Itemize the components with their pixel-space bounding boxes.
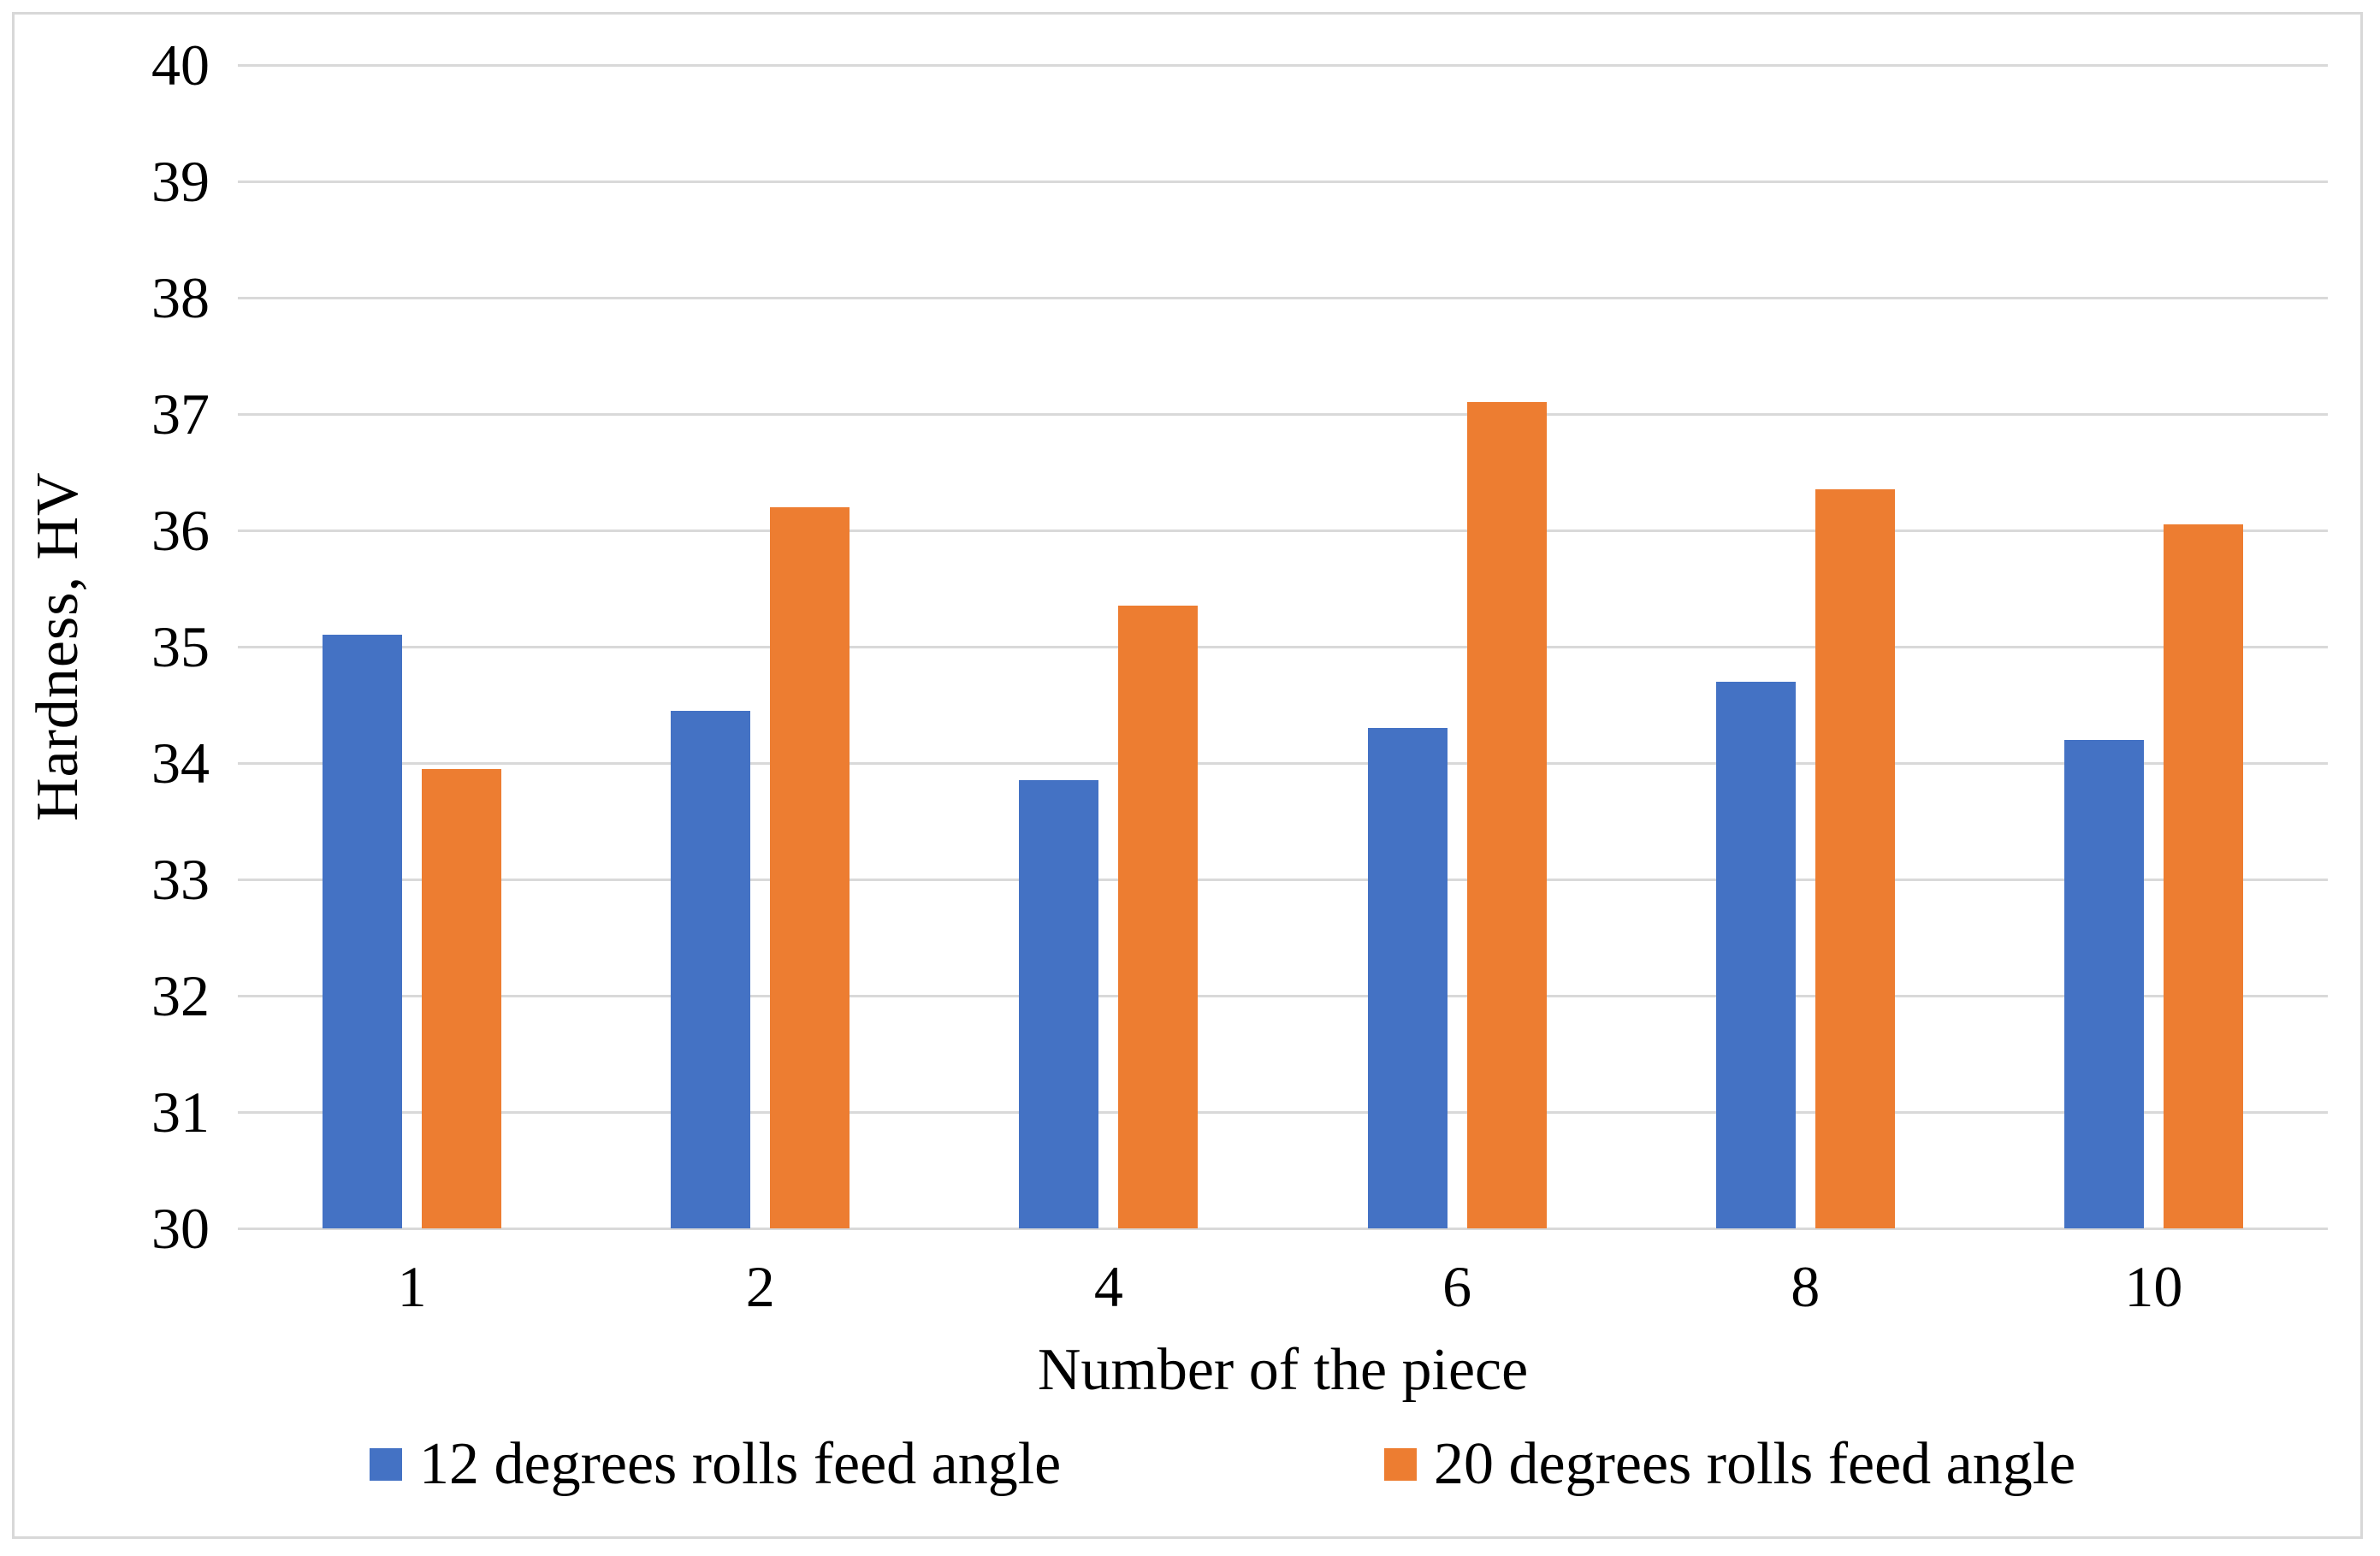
bar-series2-piece1	[422, 768, 502, 1228]
legend-item-12-degrees: 12 degrees rolls feed angle	[370, 1432, 1061, 1497]
x-tick-label-2: 2	[745, 1254, 775, 1319]
x-tick-label-10: 10	[2124, 1254, 2183, 1319]
legend-marker-20-degrees-icon	[1384, 1448, 1417, 1481]
x-tick-label-1: 1	[397, 1254, 427, 1319]
x-tick-label-8: 8	[1791, 1254, 1821, 1319]
bar-series1-piece1	[323, 635, 403, 1228]
y-tick-label-39: 39	[151, 149, 210, 214]
legend-marker-12-degrees-icon	[370, 1448, 402, 1481]
x-axis-title: Number of the piece	[1037, 1337, 1529, 1403]
legend-label-20-degrees: 20 degrees rolls feed angle	[1434, 1431, 2076, 1497]
gridline-31	[238, 1111, 2328, 1114]
bar-series2-piece6	[1466, 402, 1547, 1228]
legend-item-20-degrees: 20 degrees rolls feed angle	[1384, 1432, 2075, 1497]
gridline-34	[238, 762, 2328, 765]
y-tick-label-33: 33	[151, 847, 210, 912]
bar-series2-piece8	[1815, 489, 1895, 1228]
y-tick-label-38: 38	[151, 265, 210, 330]
bar-series2-piece2	[770, 506, 850, 1228]
y-tick-label-32: 32	[151, 963, 210, 1028]
gridline-35	[238, 646, 2328, 648]
gridline-37	[238, 413, 2328, 416]
y-tick-label-40: 40	[151, 33, 210, 98]
x-tick-label-4: 4	[1093, 1254, 1123, 1319]
y-tick-label-34: 34	[151, 731, 210, 796]
y-tick-label-30: 30	[151, 1196, 210, 1261]
y-tick-label-37: 37	[151, 382, 210, 447]
plot-area	[238, 64, 2328, 1230]
bar-series1-piece10	[2063, 739, 2144, 1228]
gridline-39	[238, 180, 2328, 183]
bar-series1-piece8	[1715, 681, 1796, 1228]
bar-series2-piece4	[1118, 606, 1199, 1228]
bar-series1-piece4	[1019, 780, 1099, 1228]
gridline-40	[238, 64, 2328, 67]
legend-label-12-degrees: 12 degrees rolls feed angle	[419, 1431, 1062, 1497]
bar-series2-piece10	[2163, 524, 2243, 1228]
bar-series1-piece6	[1367, 728, 1448, 1228]
y-tick-label-35: 35	[151, 614, 210, 679]
x-tick-label-6: 6	[1442, 1254, 1472, 1319]
y-tick-label-31: 31	[151, 1080, 210, 1145]
gridline-38	[238, 297, 2328, 299]
gridline-36	[238, 530, 2328, 532]
gridline-30	[238, 1228, 2328, 1230]
y-tick-label-36: 36	[151, 498, 210, 563]
gridline-32	[238, 995, 2328, 997]
bar-series1-piece2	[671, 710, 751, 1228]
gridline-33	[238, 879, 2328, 881]
